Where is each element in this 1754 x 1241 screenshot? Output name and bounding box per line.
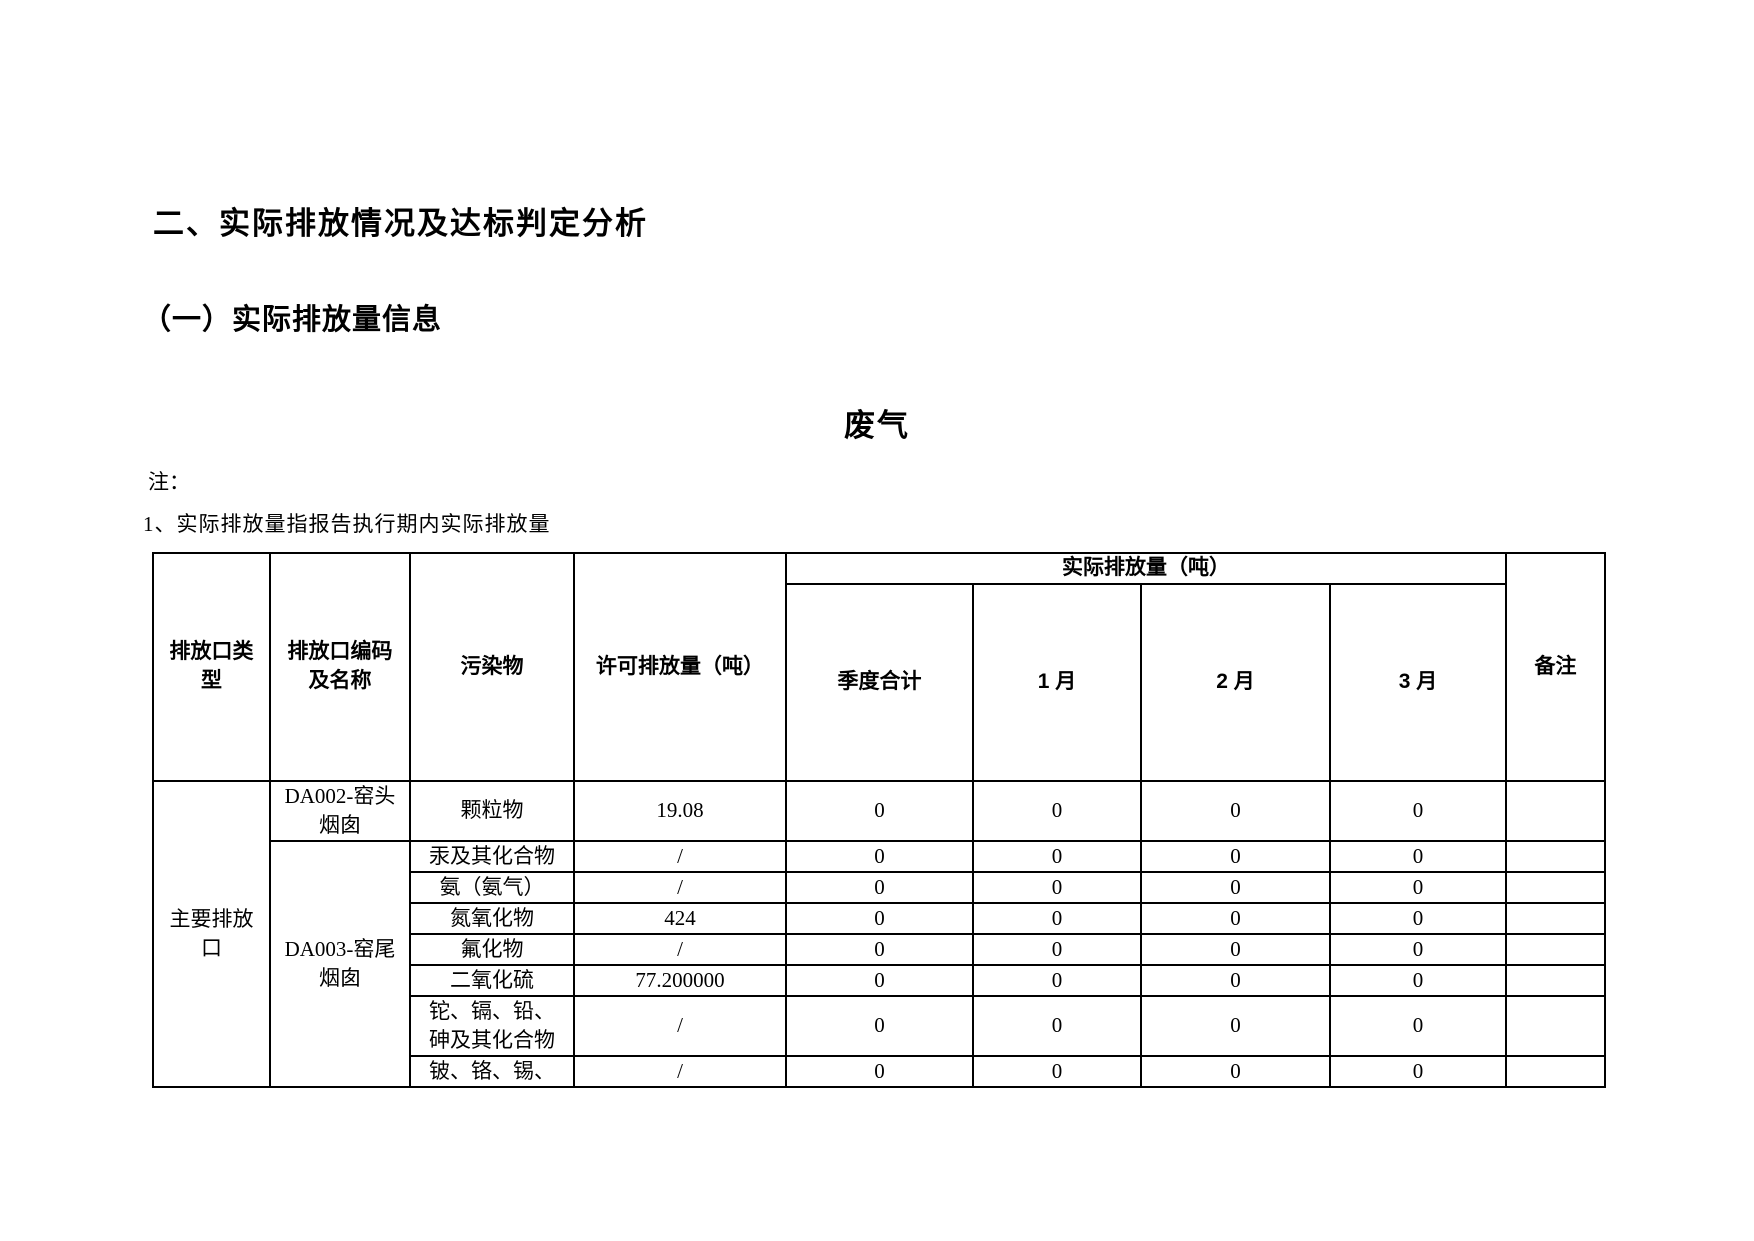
permitted-cell: / bbox=[573, 932, 787, 966]
month1-cell: 0 bbox=[972, 994, 1142, 1057]
month1-cell: 0 bbox=[972, 780, 1142, 842]
month1-cell: 0 bbox=[972, 839, 1142, 873]
permitted-cell: 424 bbox=[573, 901, 787, 935]
month3-cell: 0 bbox=[1329, 932, 1507, 966]
month1-cell: 0 bbox=[972, 870, 1142, 904]
table-row: 二氧化硫 77.200000 0 0 0 0 bbox=[153, 963, 1606, 997]
remark-cell bbox=[1505, 932, 1606, 966]
pollutant-cell: 铊、镉、铅、 砷及其化合物 bbox=[409, 994, 575, 1057]
month2-cell: 0 bbox=[1140, 839, 1331, 873]
month1-cell: 0 bbox=[972, 901, 1142, 935]
col-header-month-1: 1 月 bbox=[972, 583, 1142, 782]
remark-cell bbox=[1505, 870, 1606, 904]
remark-cell bbox=[1505, 780, 1606, 842]
month2-cell: 0 bbox=[1140, 780, 1331, 842]
permitted-cell: / bbox=[573, 839, 787, 873]
permitted-cell: / bbox=[573, 1054, 787, 1088]
header-row-months: 季度合计 1 月 2 月 3 月 bbox=[153, 583, 1605, 782]
quarter-total-cell: 0 bbox=[785, 780, 974, 842]
note-label: 注： bbox=[148, 470, 190, 494]
month2-cell: 0 bbox=[1140, 901, 1331, 935]
page-title: 二、实际排放情况及达标判定分析 bbox=[153, 206, 648, 241]
table-row: 主要排放 口 DA002-窑头 烟囱 颗粒物 19.08 0 0 0 0 bbox=[152, 780, 1606, 1088]
remark-cell bbox=[1505, 994, 1606, 1057]
remark-cell bbox=[1505, 963, 1606, 997]
table-heading-waste-gas: 废气 bbox=[844, 408, 910, 443]
month2-cell: 0 bbox=[1140, 932, 1331, 966]
header-row-group: 排放口类 型 排放口编码 及名称 污染物 许可排放量（吨） 实际排放量（吨） 备… bbox=[152, 552, 1606, 782]
table-row: 氟化物 / 0 0 0 0 bbox=[153, 932, 1606, 966]
month3-cell: 0 bbox=[1329, 994, 1507, 1057]
month2-cell: 0 bbox=[1140, 994, 1331, 1057]
col-header-month-3: 3 月 bbox=[1329, 583, 1507, 782]
table-row: 氨（氨气） / 0 0 0 0 bbox=[153, 870, 1606, 904]
table-row: DA003-窑尾 烟囱 汞及其化合物 / 0 0 0 0 bbox=[153, 839, 1606, 1088]
month3-cell: 0 bbox=[1329, 870, 1507, 904]
remark-cell bbox=[1505, 839, 1606, 873]
quarter-total-cell: 0 bbox=[785, 963, 974, 997]
pollutant-cell: 二氧化硫 bbox=[409, 963, 575, 997]
pollutant-cell: 氮氧化物 bbox=[409, 901, 575, 935]
permitted-cell: / bbox=[573, 994, 787, 1057]
col-header-permitted: 许可排放量（吨） bbox=[573, 552, 787, 782]
col-header-month-2: 2 月 bbox=[1140, 583, 1331, 782]
actual-emissions-table: 排放口类 型 排放口编码 及名称 污染物 许可排放量（吨） 实际排放量（吨） 备… bbox=[152, 552, 1606, 1088]
outlet-type-cell: 主要排放 口 bbox=[152, 780, 271, 1088]
outlet-code-cell: DA002-窑头 烟囱 bbox=[269, 780, 411, 842]
quarter-total-cell: 0 bbox=[785, 901, 974, 935]
quarter-total-cell: 0 bbox=[785, 870, 974, 904]
permitted-cell: / bbox=[573, 870, 787, 904]
quarter-total-cell: 0 bbox=[785, 1054, 974, 1088]
note-line-1: 1、实际排放量指报告执行期内实际排放量 bbox=[143, 512, 551, 536]
col-header-outlet-type: 排放口类 型 bbox=[152, 552, 271, 782]
quarter-total-cell: 0 bbox=[785, 932, 974, 966]
table-row: 氮氧化物 424 0 0 0 0 bbox=[153, 901, 1606, 935]
outlet-code-cell: DA003-窑尾 烟囱 bbox=[269, 839, 411, 1088]
month3-cell: 0 bbox=[1329, 963, 1507, 997]
month3-cell: 0 bbox=[1329, 780, 1507, 842]
col-header-remark: 备注 bbox=[1505, 552, 1606, 782]
col-header-outlet-code: 排放口编码 及名称 bbox=[269, 552, 411, 782]
month1-cell: 0 bbox=[972, 963, 1142, 997]
month2-cell: 0 bbox=[1140, 1054, 1331, 1088]
month3-cell: 0 bbox=[1329, 1054, 1507, 1088]
pollutant-cell: 氨（氨气） bbox=[409, 870, 575, 904]
col-header-quarter-total: 季度合计 bbox=[785, 583, 974, 782]
remark-cell bbox=[1505, 1054, 1606, 1088]
month1-cell: 0 bbox=[972, 932, 1142, 966]
permitted-cell: 77.200000 bbox=[573, 963, 787, 997]
month3-cell: 0 bbox=[1329, 839, 1507, 873]
pollutant-cell: 汞及其化合物 bbox=[409, 839, 575, 873]
col-header-actual-group: 实际排放量（吨） bbox=[785, 552, 1507, 585]
month2-cell: 0 bbox=[1140, 870, 1331, 904]
permitted-cell: 19.08 bbox=[573, 780, 787, 842]
section-title: （一）实际排放量信息 bbox=[142, 304, 443, 336]
month3-cell: 0 bbox=[1329, 901, 1507, 935]
pollutant-cell: 铍、铬、锡、 bbox=[409, 1054, 575, 1088]
table-row: 铊、镉、铅、 砷及其化合物 / 0 0 0 0 bbox=[153, 994, 1606, 1057]
quarter-total-cell: 0 bbox=[785, 839, 974, 873]
quarter-total-cell: 0 bbox=[785, 994, 974, 1057]
col-header-pollutant: 污染物 bbox=[409, 552, 575, 782]
table-row: 铍、铬、锡、 / 0 0 0 0 bbox=[153, 1054, 1606, 1088]
remark-cell bbox=[1505, 901, 1606, 935]
pollutant-cell: 颗粒物 bbox=[409, 780, 575, 842]
month2-cell: 0 bbox=[1140, 963, 1331, 997]
month1-cell: 0 bbox=[972, 1054, 1142, 1088]
pollutant-cell: 氟化物 bbox=[409, 932, 575, 966]
